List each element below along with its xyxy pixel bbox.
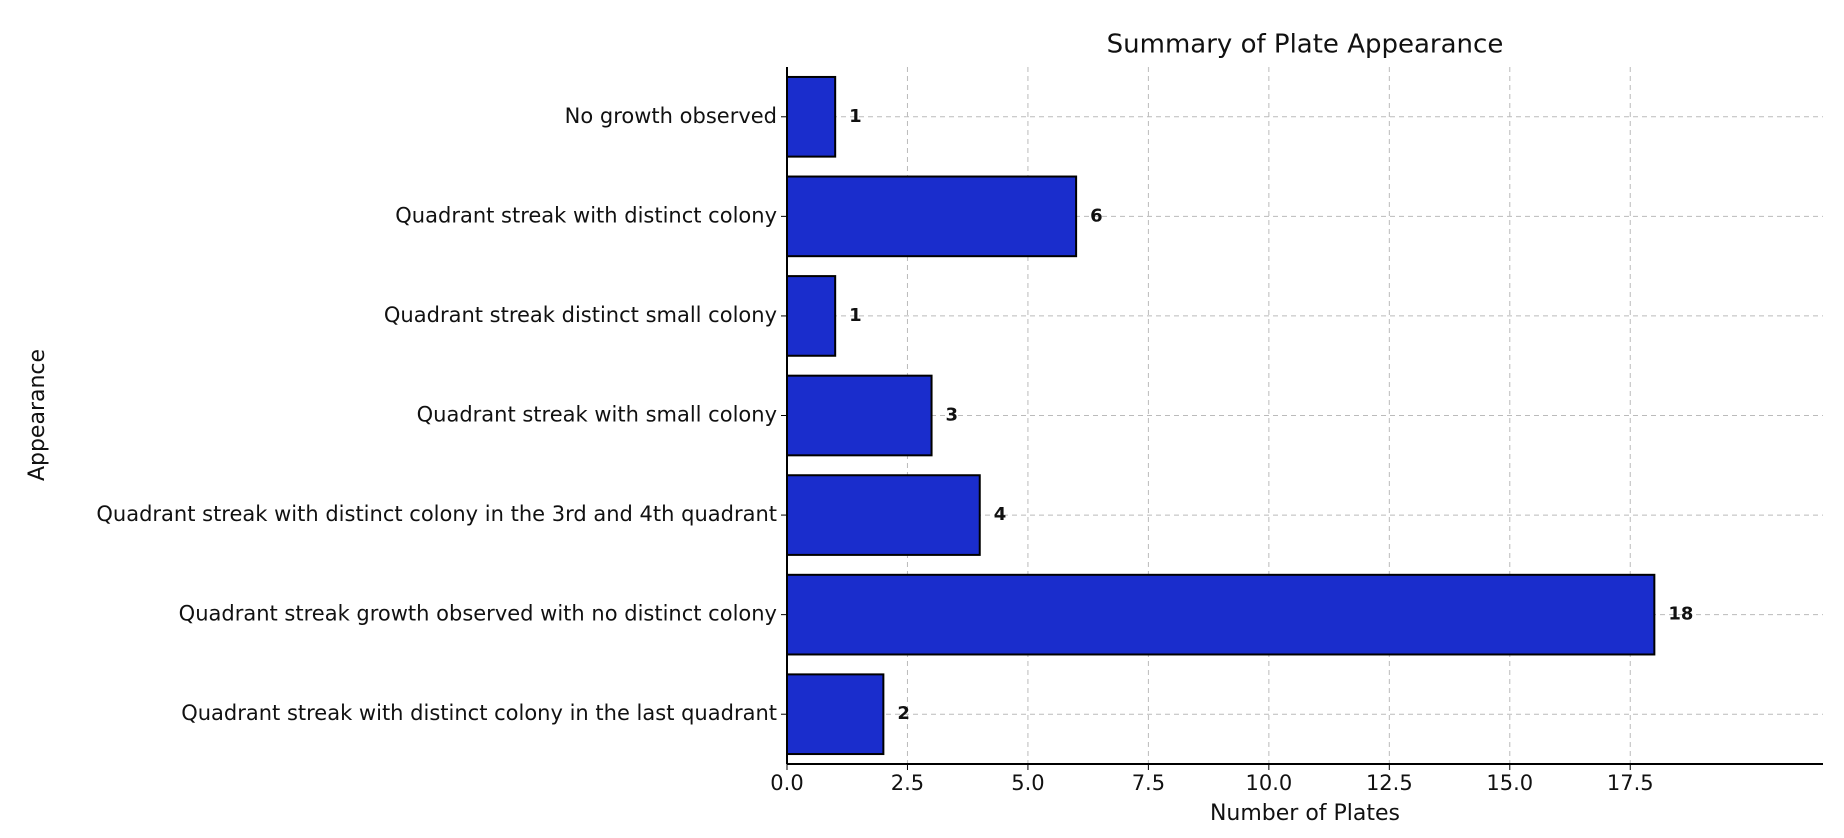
data-label: 1 [849, 106, 862, 127]
bar [786, 474, 981, 556]
x-tick-label: 10.0 [1245, 771, 1292, 795]
data-label: 6 [1090, 205, 1103, 226]
y-tick-label: Quadrant streak with distinct colony [395, 203, 777, 227]
x-tick-label: 17.5 [1607, 771, 1654, 795]
data-label: 1 [849, 305, 862, 326]
x-tick-label: 2.5 [891, 771, 924, 795]
data-label: 2 [897, 703, 910, 724]
data-label: 4 [994, 504, 1007, 525]
bar [786, 175, 1078, 258]
x-tick-label: 5.0 [1011, 771, 1044, 795]
data-label: 3 [946, 405, 959, 426]
x-tick-label: 12.5 [1366, 771, 1413, 795]
bar [786, 275, 837, 357]
y-tick-label: Quadrant streak with distinct colony in … [96, 502, 777, 526]
bar [786, 573, 1656, 656]
bar [786, 75, 837, 158]
chart-title: Summary of Plate Appearance [1107, 30, 1504, 60]
bar [786, 374, 933, 457]
y-tick-label: Quadrant streak with small colony [417, 403, 777, 427]
bar [786, 673, 885, 756]
x-axis-label: Number of Plates [1210, 801, 1400, 826]
y-axis-label: Appearance [25, 349, 50, 481]
x-tick-label: 15.0 [1486, 771, 1533, 795]
x-tick-label: 0.0 [770, 771, 803, 795]
y-tick-label: Quadrant streak with distinct colony in … [181, 701, 777, 725]
data-label: 18 [1668, 604, 1693, 625]
y-tick-label: No growth observed [565, 104, 777, 128]
x-tick-label: 7.5 [1132, 771, 1165, 795]
y-tick-label: Quadrant streak growth observed with no … [179, 602, 777, 626]
y-tick-label: Quadrant streak distinct small colony [384, 303, 777, 327]
